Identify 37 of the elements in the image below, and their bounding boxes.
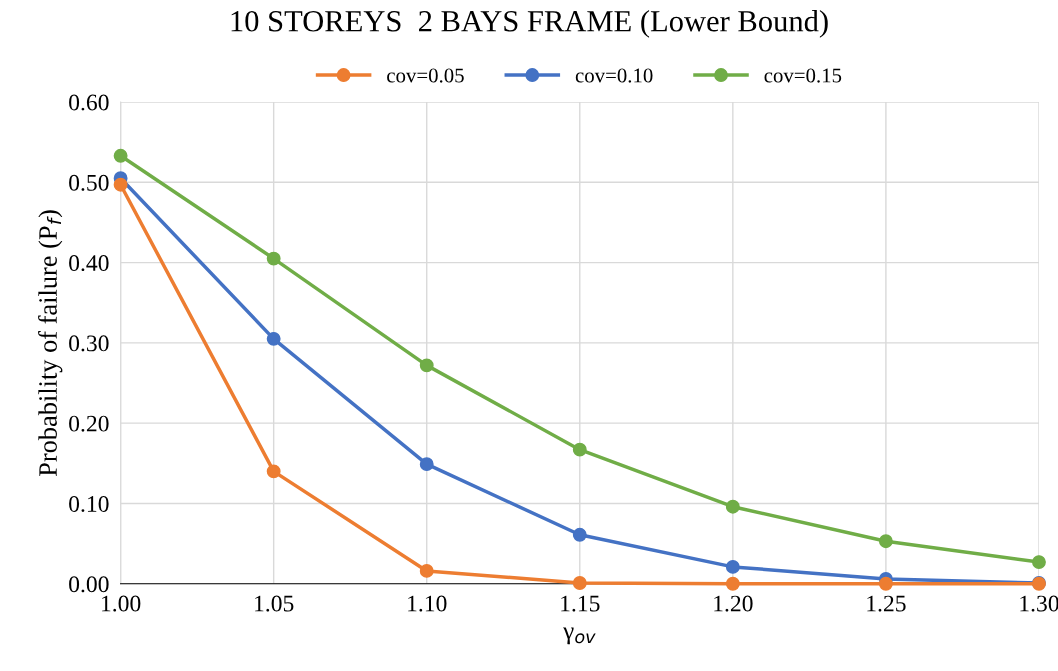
y-tick-label: 0.00 (69, 576, 109, 593)
point (878, 576, 893, 591)
point (878, 534, 893, 549)
y-tick-label: 0.50 (69, 174, 109, 191)
x-tick-label: 1.25 (867, 595, 906, 612)
point (266, 331, 281, 346)
point (113, 177, 128, 192)
x-tick-label: 1.10 (408, 595, 447, 612)
chart-title: 10 STOREYS 2 BAYS FRAME (Lower Bound) (231, 10, 828, 38)
point (419, 358, 434, 373)
point (725, 559, 740, 574)
point (419, 563, 434, 578)
point (572, 442, 587, 457)
x-tick-label: 1.30 (1020, 595, 1058, 612)
point (113, 148, 128, 163)
point (266, 251, 281, 266)
y-tick-label: 0.40 (69, 255, 109, 272)
legend-label: cov=0.05 (387, 68, 464, 83)
y-tick-label: 0.20 (69, 415, 109, 432)
legend-label: cov=0.15 (764, 68, 842, 83)
point (725, 576, 740, 591)
legend-label: cov=0.10 (575, 68, 653, 83)
y-tick-label: 0.30 (69, 335, 109, 352)
point (266, 464, 281, 479)
x-tick-label: 1.05 (255, 595, 294, 612)
point (725, 499, 740, 514)
point (419, 457, 434, 472)
x-tick-label: 1.15 (561, 595, 600, 612)
x-tick-label: 1.20 (714, 595, 753, 612)
point (572, 527, 587, 542)
x-axis-title: γ$_{ov}$ (563, 627, 596, 645)
x-tick-label: 1.00 (102, 595, 141, 612)
y-axis-title: Probability of failure (P$_{f}$) (38, 210, 63, 477)
y-tick-label: 0.60 (69, 94, 109, 111)
y-tick-label: 0.10 (69, 495, 109, 512)
point (1032, 555, 1046, 570)
point (572, 576, 587, 590)
